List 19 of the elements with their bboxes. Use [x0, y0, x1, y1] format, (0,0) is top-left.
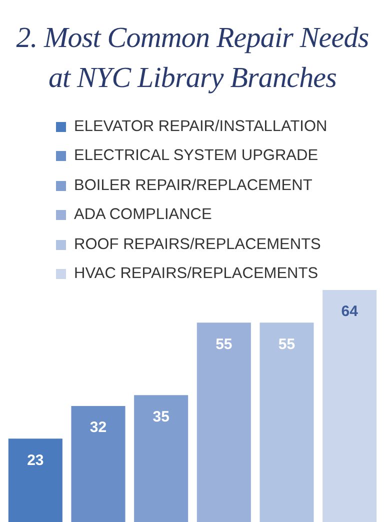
- legend-label: ELEVATOR REPAIR/INSTALLATION: [74, 118, 328, 136]
- data-label: 32: [90, 419, 107, 436]
- data-label: 55: [216, 336, 232, 353]
- legend-label: HVAC REPAIRS/REPLACEMENTS: [74, 265, 318, 284]
- data-label: 55: [278, 336, 296, 353]
- bar: [8, 438, 62, 522]
- bar: [260, 322, 314, 522]
- bar: [134, 395, 188, 522]
- legend-label: ADA COMPLIANCE: [74, 206, 212, 224]
- bar: [71, 406, 126, 522]
- bar: [322, 290, 377, 522]
- bar: [196, 322, 251, 522]
- legend-label: ELECTRICAL SYSTEM UPGRADE: [74, 147, 318, 166]
- data-label: 64: [341, 303, 359, 320]
- legend-label: BOILER REPAIR/REPLACEMENT: [74, 176, 312, 195]
- legend-label: ROOF REPAIRS/REPLACEMENTS: [74, 236, 321, 254]
- chart-title: 2. Most Common Repair Needs at NYC Library Branches: [15, 21, 370, 96]
- data-label: 35: [152, 408, 170, 426]
- data-label: 23: [27, 452, 44, 469]
